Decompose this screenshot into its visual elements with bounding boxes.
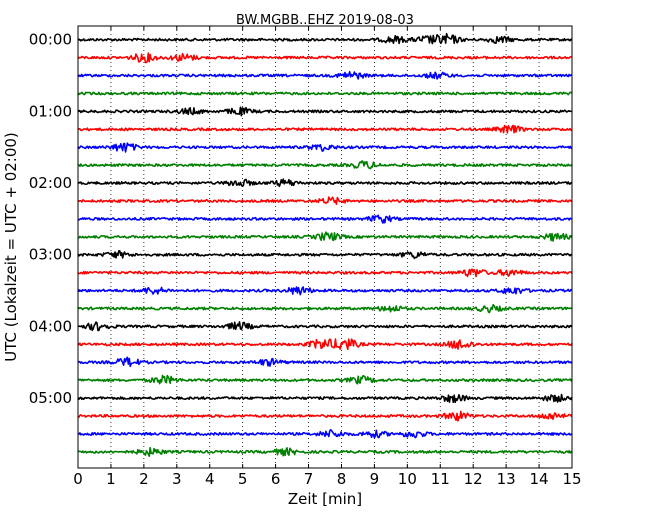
y-tick-label: 01:00 bbox=[29, 102, 72, 120]
x-tick-label: 15 bbox=[562, 470, 581, 488]
trace-row-0200 bbox=[77, 178, 573, 188]
trace-row-0245 bbox=[77, 231, 573, 242]
trace-row-0015 bbox=[77, 52, 573, 64]
grid-lines bbox=[110, 26, 540, 468]
trace-row-0345 bbox=[77, 304, 573, 314]
x-tick-label: 14 bbox=[530, 470, 549, 488]
trace-row-0045 bbox=[77, 91, 573, 96]
trace-row-0515 bbox=[77, 410, 573, 422]
trace-row-0145 bbox=[77, 160, 573, 170]
trace-row-0500 bbox=[77, 393, 573, 404]
trace-row-0400 bbox=[77, 321, 573, 332]
x-tick-label: 4 bbox=[205, 470, 215, 488]
trace-row-0430 bbox=[77, 356, 573, 368]
x-tick-label: 0 bbox=[73, 470, 83, 488]
trace-row-0230 bbox=[78, 214, 573, 224]
trace-row-0215 bbox=[77, 196, 573, 205]
x-tick-label: 10 bbox=[398, 470, 417, 488]
x-tick-label: 8 bbox=[337, 470, 347, 488]
trace-row-0300 bbox=[77, 249, 573, 260]
x-tick-label: 7 bbox=[304, 470, 314, 488]
trace-row-0415 bbox=[77, 338, 573, 351]
plot-frame bbox=[77, 25, 573, 469]
trace-row-0000 bbox=[77, 32, 573, 45]
x-tick-label: 11 bbox=[431, 470, 450, 488]
trace-row-0545 bbox=[77, 446, 573, 458]
trace-row-0030 bbox=[77, 70, 573, 80]
y-tick-label: 05:00 bbox=[29, 389, 72, 407]
trace-row-0530 bbox=[77, 428, 573, 439]
trace-row-0330 bbox=[77, 286, 573, 296]
y-tick-label: 04:00 bbox=[29, 317, 72, 335]
y-axis-ticks: 00:00 01:00 02:00 03:00 04:00 05:00 bbox=[29, 31, 572, 407]
seismogram-traces bbox=[77, 32, 573, 458]
x-tick-label: 3 bbox=[172, 470, 182, 488]
trace-row-0115 bbox=[77, 124, 573, 134]
y-tick-label: 02:00 bbox=[29, 174, 72, 192]
trace-row-0315 bbox=[77, 268, 573, 278]
y-tick-label: 00:00 bbox=[29, 31, 72, 49]
y-axis-label: UTC (Lokalzeit = UTC + 02:00) bbox=[2, 132, 20, 362]
y-tick-label: 03:00 bbox=[29, 246, 72, 264]
trace-row-0100 bbox=[77, 106, 573, 117]
x-tick-label: 5 bbox=[238, 470, 248, 488]
x-tick-label: 6 bbox=[271, 470, 281, 488]
trace-row-0130 bbox=[77, 142, 573, 153]
x-tick-label: 9 bbox=[370, 470, 380, 488]
trace-row-0445 bbox=[77, 374, 573, 385]
x-axis-ticks: 0 1 2 3 4 5 6 7 8 9 10 11 12 13 14 15 bbox=[73, 26, 582, 488]
x-tick-label: 1 bbox=[106, 470, 116, 488]
x-tick-label: 2 bbox=[139, 470, 149, 488]
x-axis-label: Zeit [min] bbox=[288, 490, 362, 508]
chart-title: BW.MGBB..EHZ 2019-08-03 bbox=[236, 13, 414, 28]
x-tick-label: 12 bbox=[464, 470, 483, 488]
x-tick-label: 13 bbox=[497, 470, 516, 488]
